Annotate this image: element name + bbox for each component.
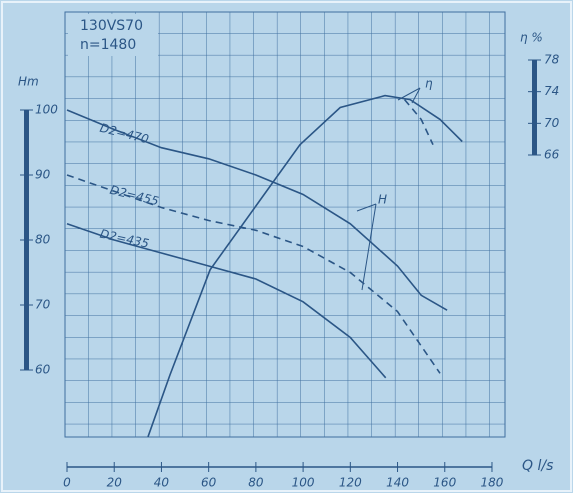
- curve: [147, 94, 463, 438]
- leader-lines: [356, 87, 421, 291]
- x-tick-label: 60: [201, 476, 217, 490]
- y2-axis: [532, 60, 537, 155]
- y-tick-label: 70: [35, 298, 51, 312]
- x-tick-label: 120: [339, 476, 362, 490]
- x-tick-label: 0: [63, 476, 71, 490]
- x-tick-label: 160: [433, 476, 456, 490]
- curve: [66, 109, 448, 311]
- y2-tick-label: 70: [544, 116, 560, 130]
- x-tick-label: 40: [154, 476, 170, 490]
- y-tick-label: 60: [35, 363, 51, 377]
- x-tick-label: 100: [292, 476, 315, 490]
- chart-title: 130VS70: [80, 18, 143, 34]
- x-tick-label: 80: [248, 476, 264, 490]
- y-tick-label: 90: [35, 168, 51, 182]
- grid: [64, 11, 506, 438]
- annotation: H: [378, 193, 387, 207]
- annotation: η: [425, 77, 433, 91]
- y-tick-label: 80: [35, 233, 51, 247]
- title-box: [68, 14, 158, 56]
- curve: [66, 223, 387, 379]
- y-axis-label: Hm: [18, 75, 39, 89]
- curve: [66, 174, 441, 374]
- y-tick-label: 100: [35, 103, 58, 117]
- x-axis-label: Q l/s: [522, 458, 553, 474]
- y2-tick-label: 74: [544, 84, 559, 98]
- x-tick-label: 140: [386, 476, 409, 490]
- chart-subtitle: n=1480: [80, 37, 136, 53]
- x-tick-label: 180: [481, 476, 504, 490]
- curve: [403, 99, 434, 146]
- x-tick-label: 20: [107, 476, 123, 490]
- y2-axis-label: η %: [520, 31, 543, 45]
- y2-tick-label: 66: [544, 148, 560, 162]
- y2-tick-label: 78: [544, 53, 560, 67]
